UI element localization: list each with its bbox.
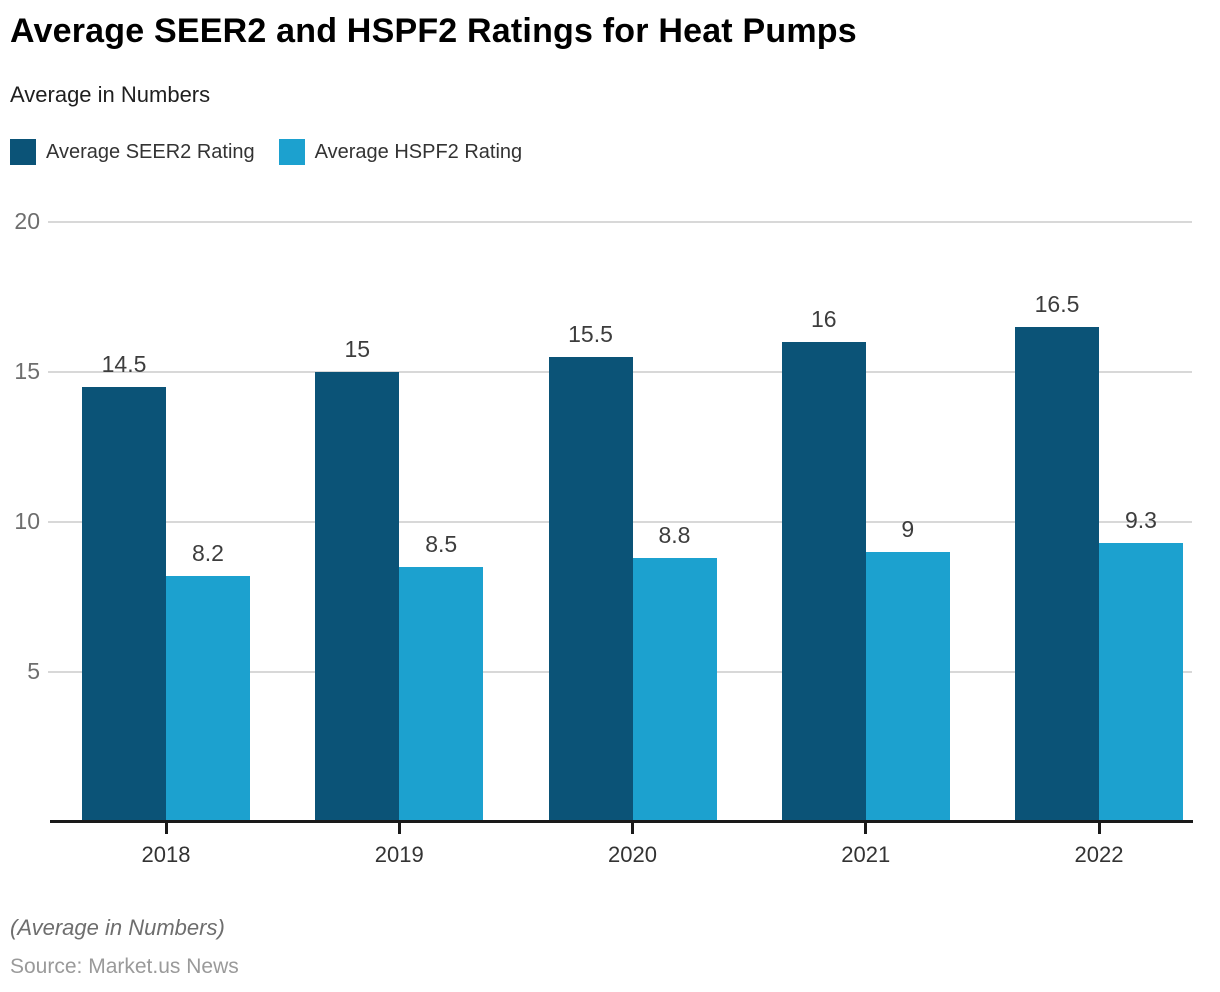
gridline-20	[48, 221, 1192, 223]
bar-hspf2-2022[interactable]	[1099, 543, 1183, 822]
x-axis-label-2022: 2022	[1074, 842, 1124, 867]
value-label-seer2-2020: 15.5	[568, 321, 613, 347]
x-axis-tick-2021	[864, 822, 868, 834]
legend-label-seer2: Average SEER2 Rating	[46, 140, 255, 163]
value-label-hspf2-2019: 8.5	[425, 531, 458, 557]
x-axis-line	[50, 820, 1193, 823]
value-label-hspf2-2022: 9.3	[1125, 507, 1157, 533]
x-axis-label-2021: 2021	[841, 842, 891, 867]
legend-swatch-hspf2-icon	[278, 139, 305, 165]
x-axis-label-2019: 2019	[374, 842, 424, 867]
y-axis-label-10: 10	[14, 508, 40, 534]
bar-seer2-2019[interactable]	[315, 372, 400, 822]
x-axis-tick-2018	[164, 822, 168, 834]
value-label-seer2-2018: 14.5	[101, 351, 147, 377]
value-label-seer2-2022: 16.5	[1034, 291, 1080, 317]
bar-hspf2-2020[interactable]	[632, 558, 717, 822]
x-axis-tick-2022	[1097, 822, 1101, 834]
y-axis-label-20: 20	[14, 208, 40, 234]
footer-source: Source: Market.us News	[10, 955, 239, 978]
x-axis-tick-2020	[631, 822, 634, 834]
y-axis-label-15: 15	[14, 358, 40, 384]
bar-seer2-2021[interactable]	[781, 342, 866, 822]
bar-hspf2-2018[interactable]	[166, 576, 250, 822]
bar-hspf2-2021[interactable]	[865, 552, 950, 822]
bar-hspf2-2019[interactable]	[399, 567, 484, 822]
value-label-hspf2-2018: 8.2	[192, 540, 224, 566]
bar-seer2-2018[interactable]	[82, 387, 166, 822]
chart-title: Average SEER2 and HSPF2 Ratings for Heat…	[10, 12, 857, 50]
x-axis-label-2018: 2018	[141, 842, 191, 867]
x-axis-label-2020: 2020	[608, 842, 657, 867]
value-label-seer2-2021: 16	[810, 306, 837, 332]
footer-note: (Average in Numbers)	[10, 915, 225, 940]
y-axis-label-5: 5	[27, 658, 40, 684]
bar-seer2-2020[interactable]	[548, 357, 633, 822]
legend-item-seer2[interactable]: Average SEER2 Rating	[10, 139, 255, 165]
value-label-seer2-2019: 15	[344, 336, 371, 362]
legend-item-hspf2[interactable]: Average HSPF2 Rating	[278, 139, 523, 165]
bar-seer2-2022[interactable]	[1015, 327, 1099, 822]
value-label-hspf2-2020: 8.8	[658, 522, 691, 548]
legend: Average SEER2 Rating Average HSPF2 Ratin…	[10, 139, 522, 165]
value-label-hspf2-2021: 9	[901, 516, 915, 542]
legend-label-hspf2: Average HSPF2 Rating	[314, 140, 523, 163]
legend-swatch-seer2-icon	[10, 139, 36, 165]
x-axis-tick-2019	[397, 822, 401, 834]
chart-subtitle: Average in Numbers	[10, 82, 211, 107]
